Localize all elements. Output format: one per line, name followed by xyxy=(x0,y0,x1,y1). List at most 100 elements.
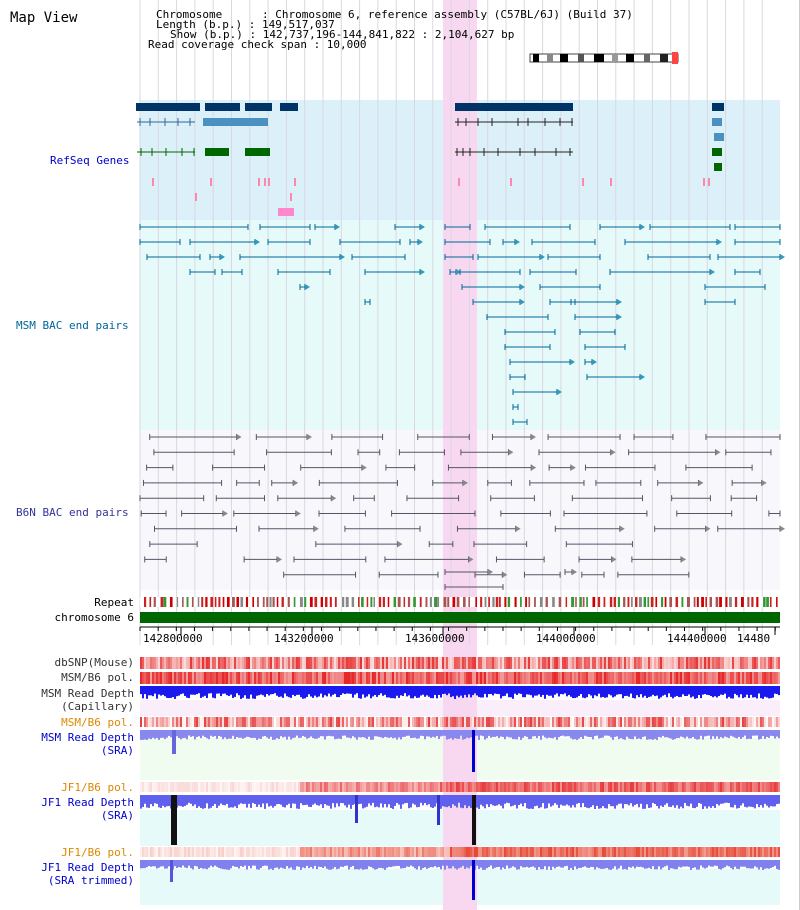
refseq-track-label[interactable]: RefSeq Genes xyxy=(50,154,130,167)
heat-cell xyxy=(322,782,324,792)
heat-cell xyxy=(530,847,532,857)
depth-bar xyxy=(398,860,400,866)
depth-bar xyxy=(656,686,658,696)
heat-cell xyxy=(168,717,170,727)
msm-depth-sra-label[interactable]: MSM Read Depth (SRA) xyxy=(0,731,134,757)
depth-bar xyxy=(740,730,742,739)
depth-bar xyxy=(234,860,236,867)
jf1-depth-sra-label[interactable]: JF1 Read Depth (SRA) xyxy=(0,796,134,822)
depth-bar xyxy=(554,795,556,804)
heat-cell xyxy=(166,847,168,857)
heat-cell xyxy=(298,657,300,669)
heat-cell xyxy=(620,657,622,669)
depth-bar xyxy=(724,795,726,803)
heat-cell xyxy=(744,657,746,669)
depth-bar xyxy=(356,730,358,740)
repeat-element xyxy=(214,597,217,607)
msm-bac-track-label[interactable]: MSM BAC end pairs xyxy=(16,319,129,332)
heat-cell xyxy=(502,672,504,684)
heat-cell xyxy=(448,782,450,792)
depth-bar xyxy=(186,860,188,869)
heat-cell xyxy=(564,847,566,857)
axis-tick-label: 144000000 xyxy=(536,632,596,645)
heat-cell xyxy=(564,657,566,669)
heat-cell xyxy=(330,657,332,669)
depth-bar xyxy=(640,686,642,695)
repeat-element xyxy=(575,597,577,607)
depth-bar xyxy=(548,686,550,696)
dbsnp-track-label[interactable]: dbSNP(Mouse) xyxy=(54,656,134,669)
msm-depth-capillary-label[interactable]: MSM Read Depth (Capillary) xyxy=(0,687,134,713)
heat-cell xyxy=(374,657,376,669)
depth-bar xyxy=(572,730,574,740)
heat-cell xyxy=(560,782,562,792)
b6n-bac-track-label[interactable]: B6N BAC end pairs xyxy=(16,506,129,519)
heat-cell xyxy=(358,847,360,857)
depth-bar xyxy=(324,860,326,867)
depth-bar xyxy=(306,795,308,805)
heat-cell xyxy=(366,657,368,669)
heat-cell xyxy=(342,657,344,669)
heat-cell xyxy=(392,672,394,684)
repeat-element xyxy=(163,597,167,607)
repeat-element xyxy=(480,597,483,607)
depth-bar xyxy=(190,795,192,804)
ideogram-band xyxy=(660,54,668,62)
heat-cell xyxy=(162,782,164,792)
depth-bar xyxy=(312,860,314,869)
depth-bar xyxy=(204,860,206,869)
depth-bar xyxy=(146,860,148,868)
jf1-b6-pol-track-label[interactable]: JF1/B6 pol. xyxy=(61,781,134,794)
heat-cell xyxy=(672,847,674,857)
jf1-b6-pol-2-track-label[interactable]: JF1/B6 pol. xyxy=(61,846,134,859)
depth-bar xyxy=(568,730,570,737)
depth-bar xyxy=(648,860,650,868)
depth-bar xyxy=(318,730,320,738)
heat-cell xyxy=(778,847,780,857)
depth-bar xyxy=(750,795,752,807)
depth-bar xyxy=(644,860,646,869)
heat-cell xyxy=(158,657,160,669)
depth-bar xyxy=(698,730,700,740)
heat-cell xyxy=(524,717,526,727)
depth-bar xyxy=(730,860,732,869)
depth-bar xyxy=(466,795,468,809)
heat-cell xyxy=(506,672,508,684)
heat-cell xyxy=(464,672,466,684)
depth-bar xyxy=(356,860,358,870)
chromosome-track-label[interactable]: chromosome 6 xyxy=(54,611,134,624)
heat-cell xyxy=(760,717,762,727)
depth-bar xyxy=(302,795,304,806)
heat-cell xyxy=(182,717,184,727)
depth-bar xyxy=(650,795,652,808)
depth-bar xyxy=(322,730,324,737)
depth-bar xyxy=(518,730,520,737)
repeat-track-label[interactable]: Repeat xyxy=(94,596,134,609)
msm-b6-pol-track-label[interactable]: MSM/B6 pol. xyxy=(61,671,134,684)
heat-cell xyxy=(628,717,630,727)
gene-block xyxy=(205,103,240,111)
heat-cell xyxy=(262,717,264,727)
depth-bar xyxy=(562,860,564,868)
depth-bar xyxy=(758,730,760,740)
gene-block xyxy=(455,103,573,111)
jf1-depth-trim-label[interactable]: JF1 Read Depth (SRA trimmed) xyxy=(0,861,134,887)
heat-cell xyxy=(320,717,322,727)
heat-cell xyxy=(446,847,448,857)
depth-bar xyxy=(588,795,590,809)
msm-b6-pol-2-track-label[interactable]: MSM/B6 pol. xyxy=(61,716,134,729)
heat-cell xyxy=(774,782,776,792)
depth-bar xyxy=(486,686,488,698)
heat-cell xyxy=(764,717,766,727)
depth-bar xyxy=(616,795,618,806)
heat-cell xyxy=(240,717,242,727)
heat-cell xyxy=(718,717,720,727)
depth-bar xyxy=(146,795,148,808)
heat-cell xyxy=(220,657,222,669)
heat-cell xyxy=(508,672,510,684)
depth-bar xyxy=(506,860,508,866)
depth-bar xyxy=(446,860,448,866)
depth-bar xyxy=(410,860,412,866)
depth-bar xyxy=(532,795,534,809)
